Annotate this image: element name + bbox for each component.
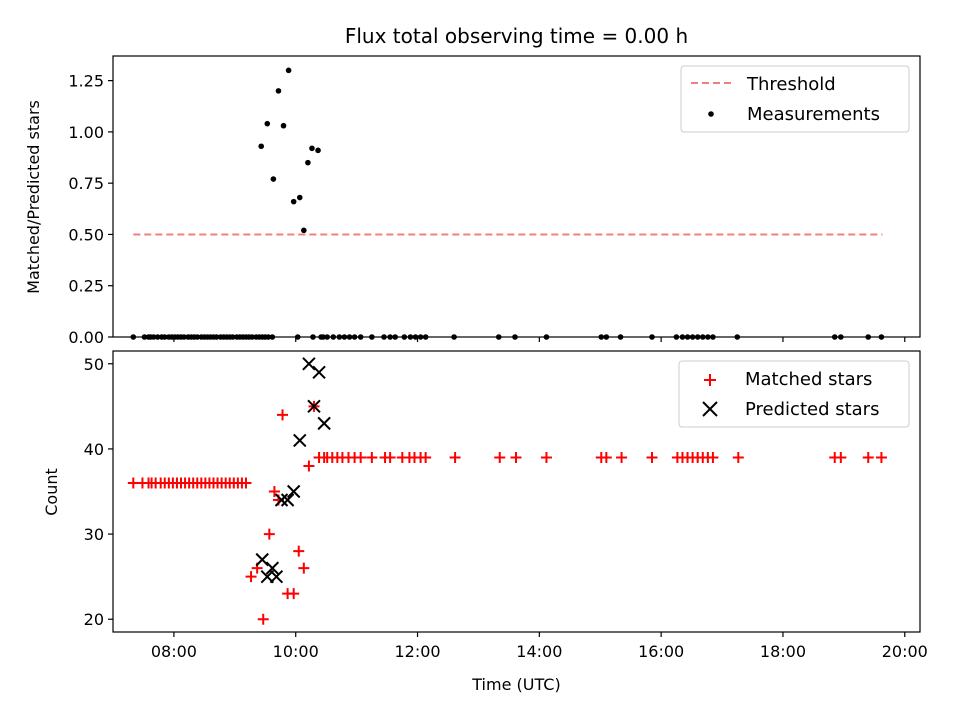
matched-star-marker — [355, 451, 367, 463]
measurement-point — [264, 120, 271, 127]
matched-star-marker — [245, 571, 257, 583]
threshold-legend-label: Threshold — [746, 74, 836, 95]
top-x-ticks — [173, 337, 906, 342]
matched-star-marker — [268, 486, 280, 497]
bottom-ytick-label: 40 — [84, 440, 104, 459]
matched-star-marker — [277, 409, 289, 421]
predicted-stars-legend-label: Predicted stars — [745, 399, 879, 420]
matched-star-marker — [263, 528, 275, 540]
matched-star-marker — [257, 613, 269, 625]
top-ytick-label: 0.50 — [68, 225, 104, 244]
matched-star-marker — [420, 451, 432, 463]
matched-star-marker — [366, 451, 378, 463]
bottom-xtick-label: 16:00 — [638, 642, 684, 661]
bottom-xtick-label: 20:00 — [882, 642, 928, 661]
measurement-point — [296, 194, 303, 201]
matched-star-marker — [732, 451, 744, 463]
predicted-star-marker — [317, 416, 331, 431]
top-legend: Threshold Measurements — [680, 65, 910, 133]
predicted-star-marker — [302, 357, 316, 371]
top-ytick-label: 0.00 — [68, 328, 104, 347]
top-panel: Flux total observing time = 0.00 h Match… — [24, 24, 921, 347]
matched-star-marker — [875, 451, 887, 463]
bottom-ytick-label: 20 — [84, 610, 104, 629]
bottom-xtick-label: 12:00 — [394, 642, 440, 661]
predicted-star-marker — [312, 365, 326, 379]
top-ytick-label: 1.25 — [68, 72, 104, 91]
bottom-panel: Count Time (UTC) 20 30 40 50 08:00 10:00 12:0… — [42, 350, 928, 694]
bottom-legend: Matched stars Predicted stars — [678, 360, 910, 428]
matched-star-marker — [240, 477, 252, 489]
bottom-ytick-label: 30 — [84, 525, 104, 544]
measurement-point — [305, 159, 311, 166]
bottom-xtick-label: 08:00 — [151, 642, 197, 661]
predicted-star-marker — [265, 561, 280, 575]
measurement-point — [275, 88, 282, 94]
bottom-y-axis-label: Count — [42, 468, 61, 516]
measurement-point — [280, 122, 287, 129]
top-ytick-label: 0.25 — [68, 277, 104, 296]
matched-star-marker — [510, 451, 522, 463]
matched-star-marker — [540, 451, 552, 463]
measurement-point — [285, 67, 292, 74]
predicted-star-marker — [307, 399, 321, 414]
top-ytick-label: 0.75 — [68, 174, 104, 193]
measurement-point — [290, 198, 297, 205]
matched-stars-legend-swatch — [704, 374, 716, 386]
matched-star-marker — [646, 451, 658, 463]
measurement-point — [258, 143, 265, 150]
predicted-star-marker — [293, 433, 307, 448]
predicted-stars-legend-swatch — [702, 401, 718, 417]
matched-star-marker — [293, 545, 305, 557]
bottom-x-axis-label: Time (UTC) — [471, 675, 560, 694]
predicted-star-marker — [269, 569, 284, 584]
bottom-xtick-label: 10:00 — [273, 642, 319, 661]
measurement-point — [270, 176, 277, 182]
matched-stars-legend-label: Matched stars — [745, 369, 872, 390]
matched-star-marker — [384, 451, 396, 463]
top-chart-title: Flux total observing time = 0.00 h — [345, 24, 688, 48]
bottom-y-ticks: 20 30 40 50 — [84, 355, 113, 629]
bottom-x-ticks: 08:00 10:00 12:00 14:00 16:00 18:00 20:00 — [151, 632, 928, 661]
bottom-xtick-label: 18:00 — [760, 642, 806, 661]
top-legend-box — [680, 65, 910, 133]
matched-stars-series — [127, 400, 887, 625]
predicted-star-marker — [286, 484, 301, 499]
matched-star-marker — [303, 460, 315, 472]
top-ytick-label: 1.00 — [68, 123, 104, 142]
measurement-point — [315, 147, 321, 154]
predicted-star-marker — [255, 552, 269, 567]
matched-star-marker — [600, 451, 612, 463]
measurement-point — [309, 145, 315, 152]
matched-star-marker — [862, 451, 874, 463]
bottom-legend-box — [678, 360, 910, 428]
matched-star-marker — [616, 451, 628, 463]
predicted-star-marker — [274, 493, 289, 507]
matched-star-marker — [707, 451, 719, 463]
matched-star-marker — [494, 451, 506, 463]
matched-star-marker — [835, 451, 847, 463]
matched-star-marker — [298, 562, 310, 574]
measurements-legend-swatch — [708, 111, 714, 117]
predicted-stars-series — [255, 357, 331, 584]
matched-star-marker — [288, 588, 300, 600]
matched-star-marker — [449, 451, 461, 463]
predicted-star-marker — [280, 493, 295, 507]
top-y-axis-label: Matched/Predicted stars — [24, 100, 43, 294]
measurements-legend-label: Measurements — [747, 104, 880, 125]
bottom-ytick-label: 50 — [84, 355, 104, 374]
measurement-point — [301, 227, 307, 234]
top-y-ticks: 0.00 0.25 0.50 0.75 1.00 1.25 — [68, 72, 113, 347]
bottom-plot-frame — [112, 350, 921, 633]
bottom-xtick-label: 14:00 — [516, 642, 562, 661]
top-plot-frame — [112, 55, 921, 338]
